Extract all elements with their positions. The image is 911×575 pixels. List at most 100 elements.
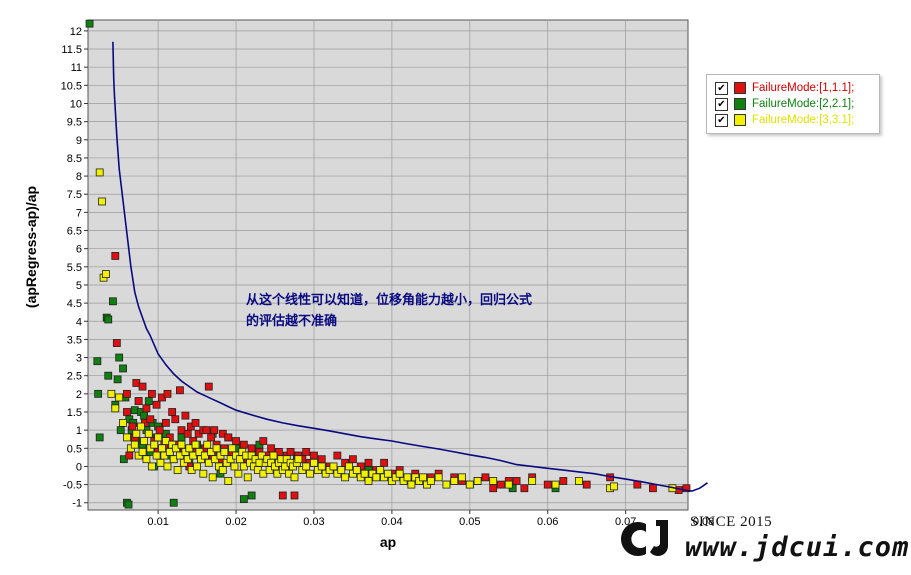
point-3: [376, 466, 385, 474]
point-3: [269, 451, 278, 460]
annotation-line-1: 从这个线性可以知道，位移角能力越小，回归公式: [246, 292, 532, 308]
point-3: [98, 197, 106, 206]
point-3: [473, 477, 482, 485]
point-3: [234, 469, 243, 478]
point-3: [230, 462, 239, 471]
y-tick-label: -0.5: [63, 480, 82, 492]
point-3: [610, 482, 618, 491]
point-3: [203, 440, 212, 449]
point-3: [329, 462, 338, 471]
point-2: [94, 389, 103, 398]
legend-item-failuremode-3[interactable]: ✔ FailureMode:[3,3.1];: [715, 112, 854, 128]
x-axis-ticks: 0.01 0.02 0.03 0.04 0.05 0.06 0.07 0.08: [147, 510, 714, 528]
point-3: [163, 462, 172, 471]
point-1: [176, 386, 184, 395]
point-3: [158, 444, 166, 453]
point-3: [489, 477, 498, 485]
legend-checkbox[interactable]: ✔: [715, 113, 728, 127]
point-3: [119, 418, 127, 427]
point-3: [224, 477, 233, 485]
point-1: [520, 484, 529, 493]
point-1: [481, 473, 490, 482]
y-tick-label: 8.5: [67, 153, 82, 165]
point-3: [132, 429, 141, 438]
y-tick-label: 11: [71, 62, 82, 74]
point-3: [465, 480, 474, 489]
point-3: [317, 462, 326, 471]
point-3: [384, 469, 392, 478]
point-1: [302, 448, 311, 456]
legend: ✔ FailureMode:[1,1.1]; ✔ FailureMode:[2,…: [706, 74, 880, 134]
point-3: [142, 455, 151, 464]
legend-item-failuremode-1[interactable]: ✔ FailureMode:[1,1.1];: [715, 80, 854, 96]
point-2: [124, 500, 133, 509]
point-2: [109, 297, 117, 306]
point-2: [93, 357, 102, 366]
cj-logo-icon: [621, 520, 668, 556]
point-3: [212, 444, 221, 453]
point-2: [95, 433, 104, 442]
point-3: [407, 480, 416, 489]
y-tick-label: 2: [76, 389, 82, 401]
point-2: [116, 426, 125, 435]
legend-item-failuremode-2[interactable]: ✔ FailureMode:[2,2.1];: [715, 96, 854, 112]
point-1: [512, 477, 521, 485]
point-3: [243, 473, 252, 482]
point-1: [224, 433, 233, 442]
y-tick-label: -1: [72, 498, 82, 510]
point-3: [150, 440, 159, 449]
regression-curve: [112, 41, 708, 492]
point-1: [247, 444, 256, 453]
point-1: [168, 408, 177, 416]
x-tick-label: 0.01: [147, 516, 168, 528]
point-3: [107, 389, 116, 398]
legend-label: FailureMode:[3,3.1];: [752, 114, 855, 126]
point-2: [119, 364, 127, 373]
point-3: [193, 462, 201, 471]
point-3: [111, 404, 120, 413]
y-tick-label: 5: [76, 280, 82, 292]
y-tick-label: 7: [76, 207, 82, 219]
point-3: [154, 433, 163, 442]
point-1: [112, 339, 121, 347]
point-1: [349, 455, 357, 464]
legend-checkbox[interactable]: ✔: [715, 81, 728, 95]
point-1: [543, 480, 552, 489]
legend-label: FailureMode:[2,2.1];: [752, 98, 855, 110]
point-3: [138, 448, 147, 456]
point-2: [169, 498, 178, 507]
point-1: [278, 491, 287, 500]
point-1: [210, 426, 219, 435]
point-1: [207, 433, 216, 442]
point-1: [317, 455, 326, 464]
watermark: SINCE 2015 www.jdcui.com: [612, 512, 911, 575]
y-tick-label: 5.5: [67, 262, 82, 274]
point-1: [142, 404, 151, 413]
y-tick-label: 8: [76, 171, 82, 183]
point-1: [128, 422, 137, 431]
point-1: [286, 448, 295, 456]
y-tick-label: 2.5: [67, 371, 82, 383]
point-2: [239, 495, 248, 504]
y-tick-label: 10: [70, 98, 82, 110]
point-3: [504, 480, 513, 489]
point-1: [146, 415, 155, 424]
point-3: [310, 458, 318, 467]
point-1: [123, 389, 131, 398]
point-3: [575, 477, 583, 485]
point-1: [181, 411, 190, 420]
point-3: [442, 480, 451, 489]
point-1: [183, 429, 192, 438]
point-1: [649, 484, 657, 493]
legend-checkbox[interactable]: ✔: [715, 97, 728, 111]
legend-label: FailureMode:[1,1.1];: [752, 82, 855, 94]
point-1: [152, 400, 161, 409]
point-1: [171, 415, 180, 424]
point-3: [140, 437, 149, 445]
watermark-since: SINCE 2015: [690, 514, 773, 530]
point-3: [152, 451, 161, 460]
point-2: [247, 491, 256, 500]
point-1: [290, 491, 299, 500]
y-tick-label: 9: [76, 135, 82, 147]
y-axis-title: (apRegress-ap)/ap: [23, 186, 39, 308]
